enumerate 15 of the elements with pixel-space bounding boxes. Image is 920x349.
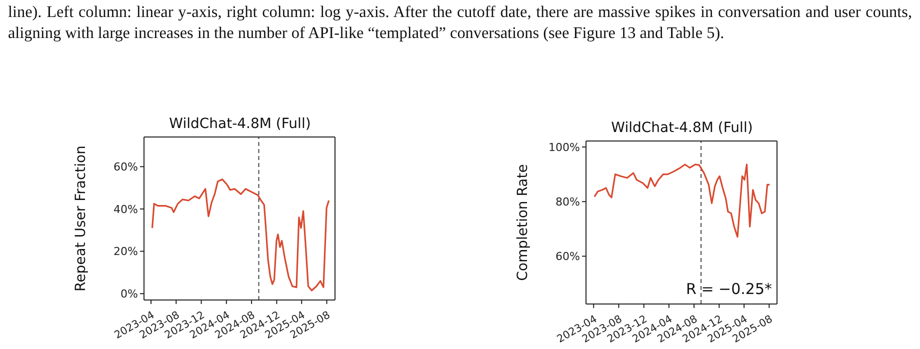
line-series (594, 164, 770, 238)
chart-title: WildChat-4.8M (Full) (168, 116, 312, 132)
chart-title: WildChat-4.8M (Full) (610, 120, 754, 136)
y-tick-label: 40% (114, 202, 138, 216)
y-tick-label: 100% (548, 140, 580, 154)
annotation: R = −0.25* (686, 280, 772, 298)
y-tick-label: 60% (114, 160, 138, 174)
y-axis-title: Repeat User Fraction (72, 146, 89, 292)
y-axis-title: Completion Rate (514, 164, 531, 281)
y-tick-label: 20% (114, 245, 138, 258)
line-series (151, 178, 330, 292)
text: line). Left column: linear y-axis, right column: log y-axis. After the cutoff date, there are massive spikes in conversation and user counts, aligning with large increases in the number of API-like “templated” conversations (see Figure 13 and Table 5). (8, 2, 912, 44)
y-tick-label: 0% (120, 288, 138, 301)
y-tick-label: 60% (556, 250, 580, 264)
y-tick-label: 80% (556, 196, 580, 209)
